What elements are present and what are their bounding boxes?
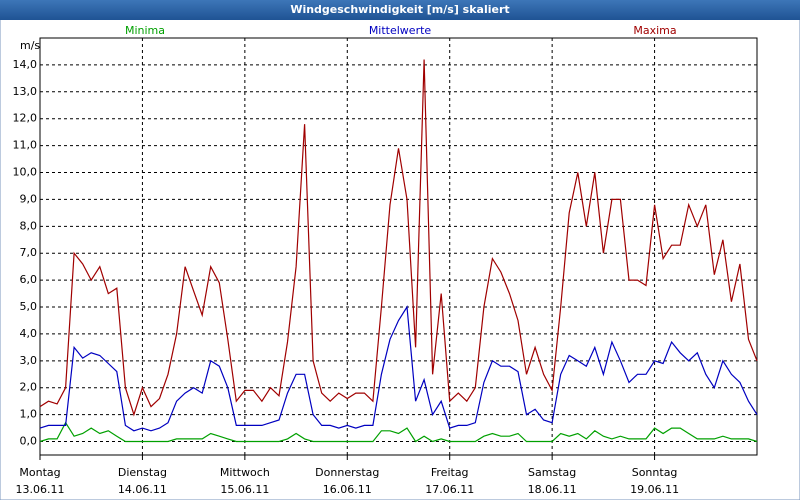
x-tick-date: 16.06.11 bbox=[323, 483, 372, 496]
series-line bbox=[39, 59, 758, 417]
x-tick-date: 17.06.11 bbox=[425, 483, 474, 496]
y-tick-label: 0,0 bbox=[20, 435, 38, 448]
title-bar bbox=[0, 0, 800, 20]
y-tick-label: 14,0 bbox=[13, 58, 38, 71]
y-tick-label: 10,0 bbox=[13, 166, 38, 179]
x-tick-date: 13.06.11 bbox=[16, 483, 65, 496]
chart-title: Windgeschwindigkeit [m/s] skaliert bbox=[290, 3, 509, 16]
y-tick-label: 8,0 bbox=[20, 219, 38, 232]
x-tick-label: Donnerstag bbox=[315, 466, 379, 479]
y-tick-label: 13,0 bbox=[13, 85, 38, 98]
y-tick-label: 7,0 bbox=[20, 246, 38, 259]
x-tick-label: Dienstag bbox=[118, 466, 167, 479]
plot-frame bbox=[39, 37, 758, 456]
series-line bbox=[39, 305, 758, 432]
x-tick-label: Freitag bbox=[431, 466, 469, 479]
y-tick-label: 12,0 bbox=[13, 112, 38, 125]
x-tick-label: Sonntag bbox=[632, 466, 678, 479]
x-tick-date: 15.06.11 bbox=[220, 483, 269, 496]
x-tick-label: Montag bbox=[19, 466, 60, 479]
legend-entry: Minima bbox=[125, 24, 165, 37]
y-tick-label: 5,0 bbox=[20, 300, 38, 313]
y-tick-label: 2,0 bbox=[20, 381, 38, 394]
y-axis-label: m/s bbox=[20, 39, 40, 52]
x-tick-label: Mittwoch bbox=[220, 466, 270, 479]
x-tick-date: 19.06.11 bbox=[630, 483, 679, 496]
x-tick-label: Samstag bbox=[528, 466, 576, 479]
x-tick-date: 18.06.11 bbox=[528, 483, 577, 496]
x-tick-date: 14.06.11 bbox=[118, 483, 167, 496]
series-line bbox=[39, 421, 758, 443]
y-tick-label: 1,0 bbox=[20, 408, 38, 421]
y-tick-label: 11,0 bbox=[13, 139, 38, 152]
y-tick-label: 3,0 bbox=[20, 354, 38, 367]
y-tick-label: 9,0 bbox=[20, 192, 38, 205]
y-tick-label: 4,0 bbox=[20, 327, 38, 340]
legend-entry: Maxima bbox=[633, 24, 676, 37]
legend-entry: Mittelwerte bbox=[369, 24, 432, 37]
y-tick-label: 6,0 bbox=[20, 273, 38, 286]
